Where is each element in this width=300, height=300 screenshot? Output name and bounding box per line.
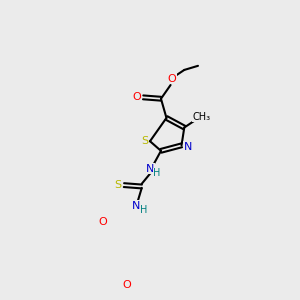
Text: CH₃: CH₃ — [192, 112, 211, 122]
Text: N: N — [184, 142, 192, 152]
Text: S: S — [141, 136, 148, 146]
Text: O: O — [122, 280, 131, 290]
Text: N: N — [132, 201, 140, 211]
Text: N: N — [146, 164, 154, 174]
Text: H: H — [140, 206, 148, 215]
Text: O: O — [98, 217, 107, 227]
Text: O: O — [168, 74, 176, 84]
Text: S: S — [114, 180, 121, 190]
Text: O: O — [133, 92, 141, 102]
Text: H: H — [153, 169, 161, 178]
